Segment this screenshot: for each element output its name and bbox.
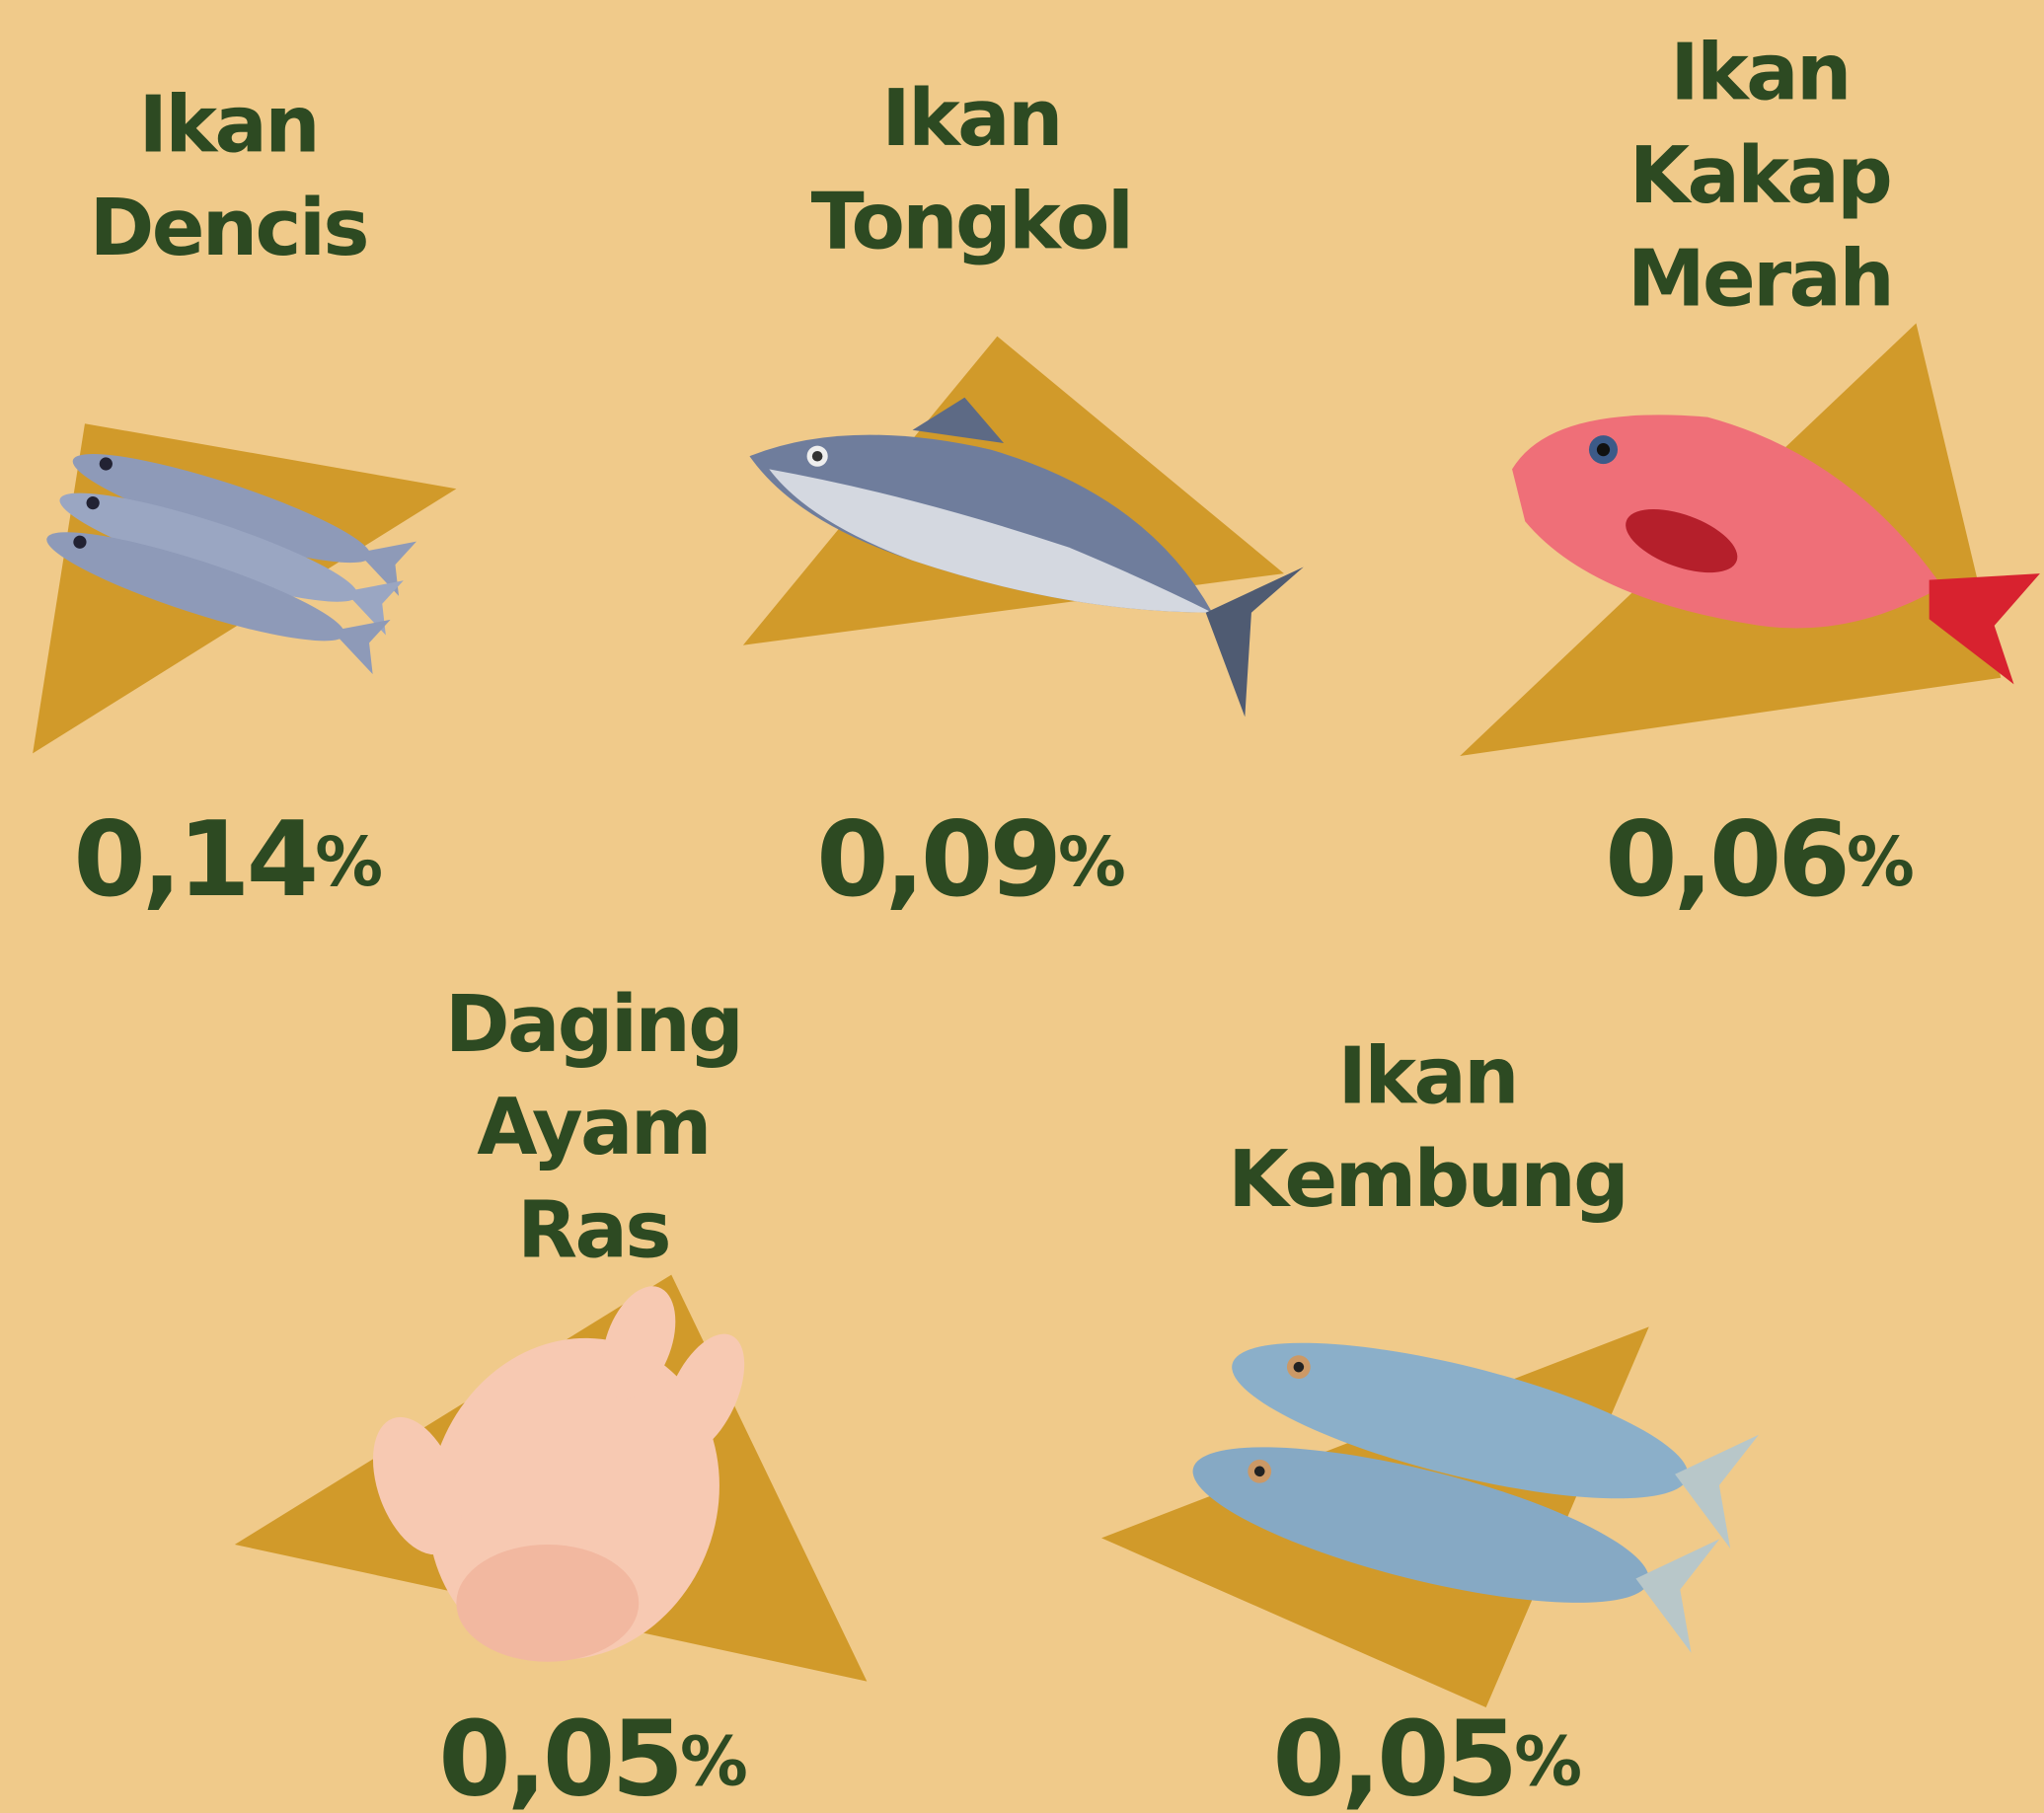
infographic: Ikan Dencis 0,14% Ikan Tongkol 0,09% Ikan Kakap… xyxy=(0,0,2044,1813)
value-unit: % xyxy=(680,1722,748,1801)
item-label: Ayam xyxy=(477,1081,710,1172)
item-label: Ikan xyxy=(1337,1030,1516,1122)
value-unit: % xyxy=(1514,1722,1582,1801)
value-unit: % xyxy=(1847,823,1915,902)
item-label: Ikan xyxy=(881,72,1060,164)
item-label: Kembung xyxy=(1228,1133,1627,1225)
value-unit: % xyxy=(315,823,383,902)
page: {"items": [ {"label": ["Ikan", "Dencis"]… xyxy=(0,0,2044,1813)
item-label: Ikan xyxy=(139,79,318,171)
value-number: 0,05 xyxy=(438,1698,680,1813)
value-number: 0,14 xyxy=(73,798,315,920)
value-number: 0,05 xyxy=(1272,1698,1514,1813)
value-unit: % xyxy=(1058,823,1126,902)
value-number: 0,06 xyxy=(1605,798,1847,920)
value-number: 0,09 xyxy=(816,798,1058,920)
item-label: Dencis xyxy=(90,182,367,273)
item-label: Merah xyxy=(1628,232,1892,324)
item-label: Ras xyxy=(517,1183,669,1275)
item-label: Kakap xyxy=(1629,129,1891,221)
item-label: Daging xyxy=(445,978,741,1070)
item-label: Ikan xyxy=(1670,27,1849,118)
item-label: Tongkol xyxy=(811,175,1132,266)
